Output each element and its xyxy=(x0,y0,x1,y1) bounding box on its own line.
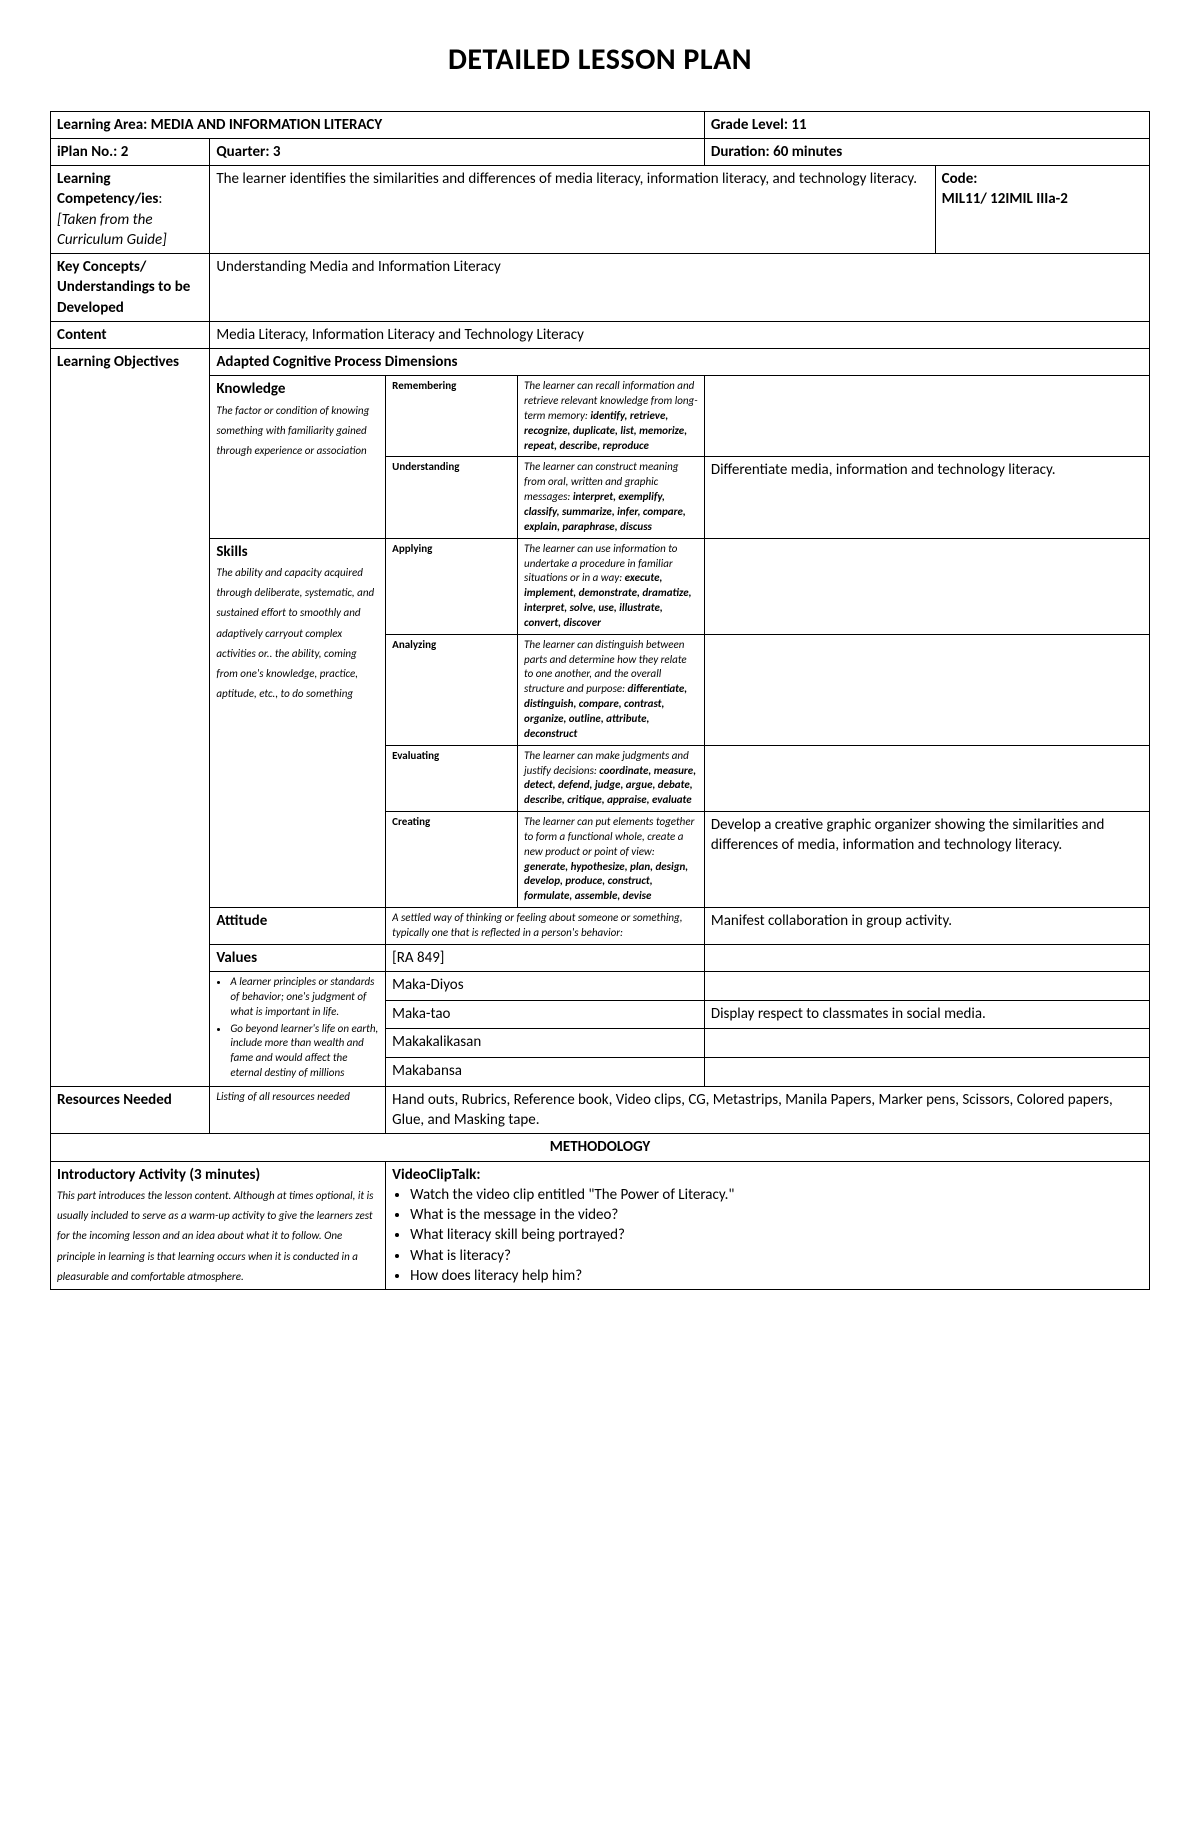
intro-item: How does literacy help him? xyxy=(410,1266,1143,1286)
applying-obj xyxy=(704,538,1149,634)
intro-item: What is literacy? xyxy=(410,1246,1143,1266)
key-concepts-label: Key Concepts/ Understandings to be Devel… xyxy=(51,254,210,322)
intro-item: Watch the video clip entitled "The Power… xyxy=(410,1185,1143,1205)
resources-text: Hand outs, Rubrics, Reference book, Vide… xyxy=(386,1086,1150,1134)
competency-label-cell: Learning Competency/ies: [Taken from the… xyxy=(51,166,210,254)
grade-level-cell: Grade Level: 11 xyxy=(704,111,1149,138)
intro-item: What is the message in the video? xyxy=(410,1205,1143,1225)
makabansa-label: Makabansa xyxy=(386,1058,705,1087)
duration-value: 60 minutes xyxy=(773,143,842,161)
analyzing-label: Analyzing xyxy=(386,634,518,745)
code-value: MIL11/ 12IMIL IIIa-2 xyxy=(942,190,1068,208)
makakalikasan-label: Makakalikasan xyxy=(386,1029,705,1058)
learning-area-cell: Learning Area: MEDIA AND INFORMATION LIT… xyxy=(51,111,705,138)
duration-cell: Duration: 60 minutes xyxy=(704,138,1149,165)
makabansa-obj xyxy=(704,1058,1149,1087)
remembering-label: Remembering xyxy=(386,376,518,457)
maka-diyos-obj xyxy=(704,972,1149,1001)
skills-cell: Skills The ability and capacity acquired… xyxy=(210,538,386,907)
attitude-desc: A settled way of thinking or feeling abo… xyxy=(386,908,705,945)
skills-label: Skills xyxy=(216,543,247,561)
attitude-obj: Manifest collaboration in group activity… xyxy=(704,908,1149,945)
competency-label: Learning Competency/ies xyxy=(57,170,158,208)
creating-desc-plain: The learner can put elements together to… xyxy=(524,815,694,858)
values-label: Values xyxy=(210,944,386,971)
values-ra-obj xyxy=(704,944,1149,971)
understanding-obj: Differentiate media, information and tec… xyxy=(704,457,1149,538)
competency-text: The learner identifies the similarities … xyxy=(210,166,935,254)
creating-label: Creating xyxy=(386,812,518,908)
learning-area-value: MEDIA AND INFORMATION LITERACY xyxy=(151,116,382,134)
intro-bullets: Watch the video clip entitled "The Power… xyxy=(392,1185,1143,1286)
dimensions-header: Adapted Cognitive Process Dimensions xyxy=(210,349,1150,376)
key-concepts-text: Understanding Media and Information Lite… xyxy=(210,254,1150,322)
values-desc-1: A learner principles or standards of beh… xyxy=(230,975,379,1020)
page-title: DETAILED LESSON PLAN xyxy=(50,40,1150,81)
learning-objectives-label: Learning Objectives xyxy=(51,349,210,1087)
intro-content-cell: VideoClipTalk: Watch the video clip enti… xyxy=(386,1161,1150,1290)
content-label: Content xyxy=(51,321,210,348)
knowledge-cell: Knowledge The factor or condition of kno… xyxy=(210,376,386,538)
evaluating-label: Evaluating xyxy=(386,745,518,811)
intro-item: What literacy skill being portrayed? xyxy=(410,1225,1143,1245)
maka-tao-label: Maka-tao xyxy=(386,1000,705,1029)
intro-activity-cell: Introductory Activity (3 minutes) This p… xyxy=(51,1161,386,1290)
maka-diyos-label: Maka-Diyos xyxy=(386,972,705,1001)
intro-desc: This part introduces the lesson content.… xyxy=(57,1189,373,1283)
knowledge-label: Knowledge xyxy=(216,380,285,398)
values-ra: [RA 849] xyxy=(386,944,705,971)
applying-desc: The learner can use information to under… xyxy=(518,538,705,634)
intro-label: Introductory Activity (3 minutes) xyxy=(57,1166,260,1184)
competency-note: [Taken from the Curriculum Guide] xyxy=(57,211,167,249)
evaluating-desc: The learner can make judgments and justi… xyxy=(518,745,705,811)
duration-label: Duration: xyxy=(711,143,770,161)
understanding-desc: The learner can construct meaning from o… xyxy=(518,457,705,538)
quarter-label: Quarter: xyxy=(216,143,269,161)
lesson-plan-table: Learning Area: MEDIA AND INFORMATION LIT… xyxy=(50,111,1150,1291)
evaluating-obj xyxy=(704,745,1149,811)
skills-desc: The ability and capacity acquired throug… xyxy=(216,566,374,701)
content-text: Media Literacy, Information Literacy and… xyxy=(210,321,1150,348)
grade-label: Grade Level: xyxy=(711,116,788,134)
code-cell: Code: MIL11/ 12IMIL IIIa-2 xyxy=(935,166,1149,254)
maka-tao-obj: Display respect to classmates in social … xyxy=(704,1000,1149,1029)
resources-desc: Listing of all resources needed xyxy=(210,1086,386,1134)
creating-desc-bold: generate, hypothesize, plan, design, dev… xyxy=(524,860,688,903)
methodology-header: METHODOLOGY xyxy=(51,1134,1150,1161)
code-label: Code: xyxy=(942,170,978,188)
learning-area-label: Learning Area: xyxy=(57,116,147,134)
quarter-value: 3 xyxy=(273,143,281,161)
intro-heading: VideoClipTalk: xyxy=(392,1166,480,1184)
creating-desc: The learner can put elements together to… xyxy=(518,812,705,908)
analyzing-desc: The learner can distinguish between part… xyxy=(518,634,705,745)
values-desc-2: Go beyond learner's life on earth, inclu… xyxy=(230,1022,379,1081)
attitude-label: Attitude xyxy=(210,908,386,945)
quarter-cell: Quarter: 3 xyxy=(210,138,705,165)
values-desc-cell: A learner principles or standards of beh… xyxy=(210,972,386,1087)
analyzing-obj xyxy=(704,634,1149,745)
resources-label: Resources Needed xyxy=(51,1086,210,1134)
creating-obj: Develop a creative graphic organizer sho… xyxy=(704,812,1149,908)
knowledge-desc: The factor or condition of knowing somet… xyxy=(216,404,369,458)
understanding-label: Understanding xyxy=(386,457,518,538)
iplan-label: iPlan No.: xyxy=(57,143,117,161)
grade-value: 11 xyxy=(791,116,806,134)
iplan-value: 2 xyxy=(121,143,129,161)
iplan-cell: iPlan No.: 2 xyxy=(51,138,210,165)
remembering-obj xyxy=(704,376,1149,457)
makakalikasan-obj xyxy=(704,1029,1149,1058)
applying-label: Applying xyxy=(386,538,518,634)
remembering-desc: The learner can recall information and r… xyxy=(518,376,705,457)
